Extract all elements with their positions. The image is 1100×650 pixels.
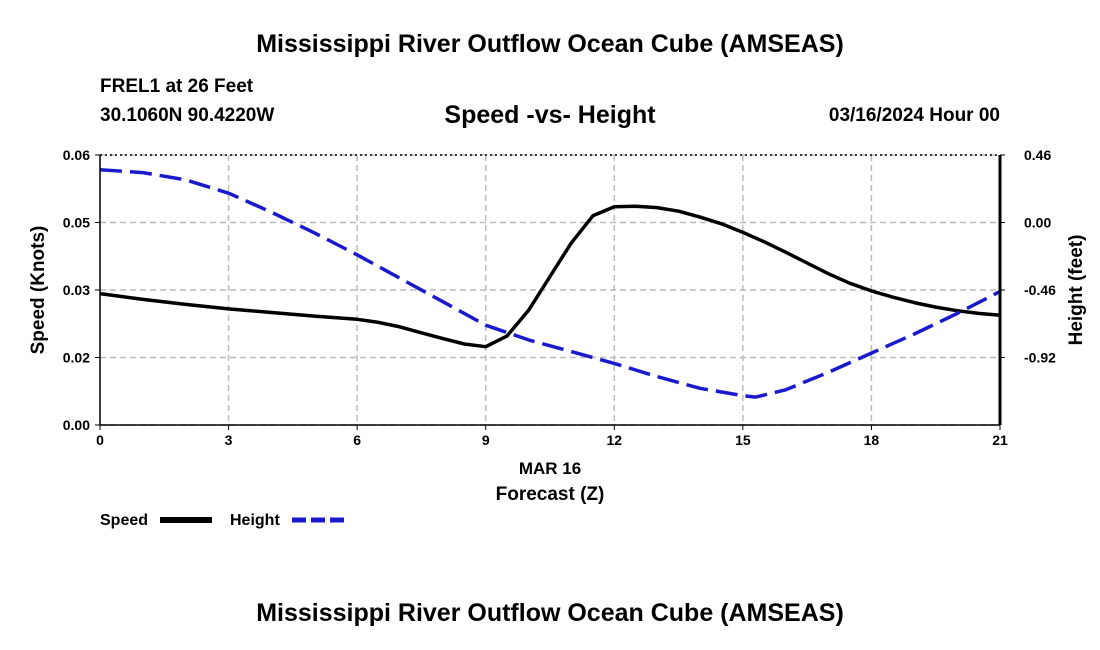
footer-title: Mississippi River Outflow Ocean Cube (AM…	[256, 599, 844, 627]
y-right-tick-label: 0.46	[1024, 147, 1051, 163]
y-left-tick-label: 0.06	[63, 147, 90, 163]
series-speed-line	[99, 204, 1001, 349]
axis-ticks: 0 3 6 9 12 15 18 21 0.00 0.02 0.03 0.05 0.06 0.46 0.00…	[63, 147, 1056, 448]
y-right-tick-label: -0.92	[1024, 350, 1056, 366]
forecast-date: 03/16/2024 Hour 00	[828, 105, 1000, 126]
x-tick-label: 0	[96, 432, 104, 448]
x-axis-title: Forecast (Z)	[496, 484, 605, 505]
page-title: Mississippi River Outflow Ocean Cube (AM…	[256, 30, 844, 58]
y-left-tick-label: 0.00	[63, 417, 90, 433]
series-height-line	[99, 167, 1001, 399]
x-tick-label: 18	[864, 432, 880, 448]
x-tick-label: 3	[225, 432, 233, 448]
y-right-tick-label: 0.00	[1024, 215, 1051, 231]
y-left-tick-label: 0.02	[63, 350, 90, 366]
station-label: FREL1 at 26 Feet	[100, 76, 254, 97]
y-left-tick-label: 0.05	[63, 215, 90, 231]
y-right-tick-label: -0.46	[1024, 282, 1056, 298]
x-tick-label: 9	[482, 432, 490, 448]
station-coordinates: 30.1060N 90.4220W	[100, 105, 275, 126]
x-tick-label: 6	[353, 432, 361, 448]
y-axis-right-title: Height (feet)	[1066, 235, 1087, 346]
x-tick-label: 21	[992, 432, 1008, 448]
x-tick-label: 15	[735, 432, 751, 448]
legend-speed-label: Speed	[100, 512, 148, 529]
chart-title: Speed -vs- Height	[444, 101, 656, 129]
y-axis-left-title: Speed (Knots)	[28, 226, 49, 355]
legend-height-label: Height	[230, 512, 280, 529]
series-layer	[99, 167, 1001, 399]
x-date-label: MAR 16	[519, 459, 581, 478]
y-left-tick-label: 0.03	[63, 282, 90, 298]
x-tick-label: 12	[606, 432, 622, 448]
